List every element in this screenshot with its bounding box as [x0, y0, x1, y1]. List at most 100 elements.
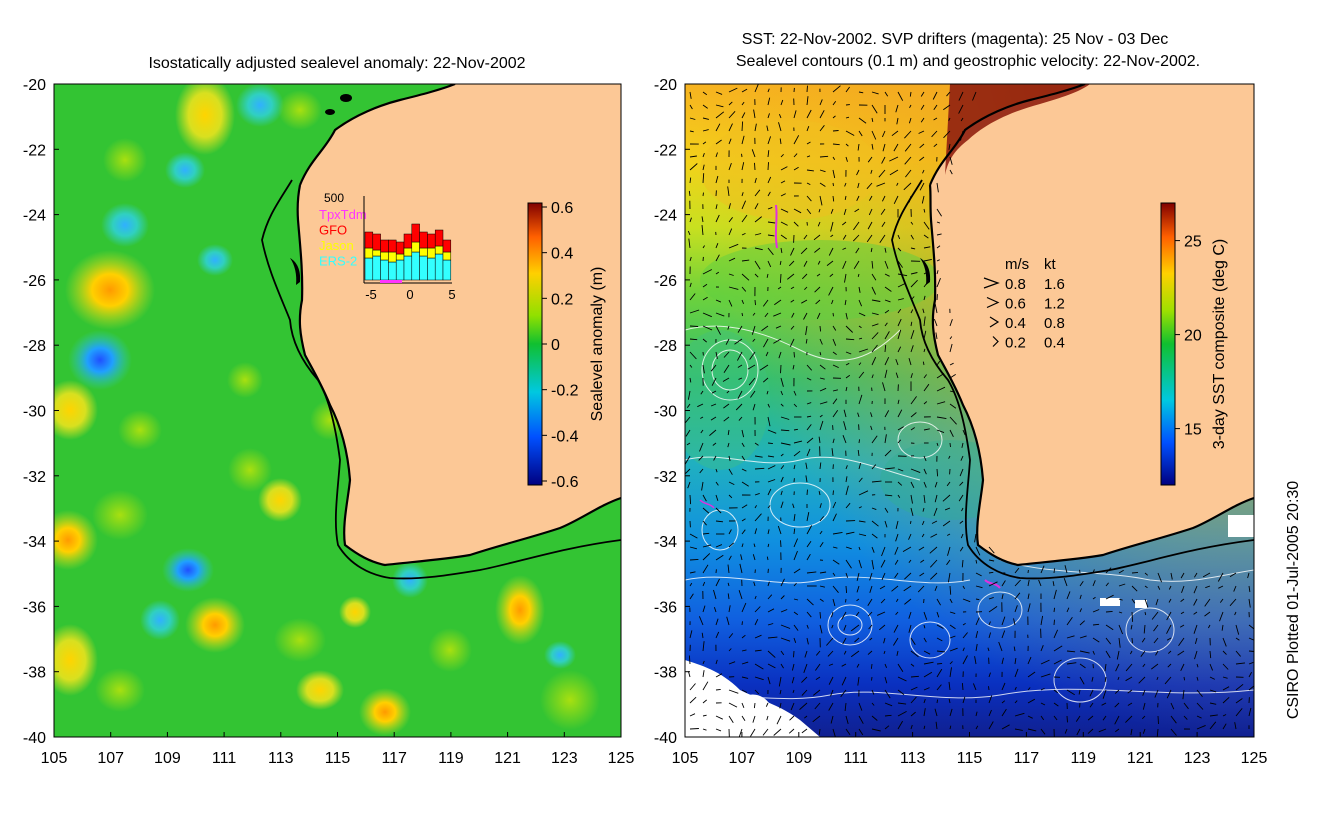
- right-lat-tick-label: -40: [654, 730, 677, 747]
- velocity-vector: [846, 586, 847, 593]
- left-lat-tick-label: -32: [23, 469, 46, 486]
- velocity-vector: [807, 86, 808, 92]
- inset-bar-segment: [443, 260, 451, 280]
- velocity-vector: [755, 300, 756, 305]
- inset-x-tick-label: 5: [448, 287, 455, 302]
- right-lon-tick-label: 115: [957, 750, 983, 767]
- velocity-vector: [703, 193, 704, 196]
- left-lat-tick-label: -30: [23, 404, 46, 421]
- right-lon-tick-label: 119: [1071, 750, 1097, 767]
- left-lon-tick-label: 117: [381, 750, 407, 767]
- right-lat-tick-label: -26: [654, 273, 677, 290]
- velocity-vector: [742, 154, 743, 157]
- right-title-line1: SST: 22-Nov-2002. SVP drifters (magenta)…: [742, 31, 1169, 48]
- inset-legend-entry: ERS-2: [319, 254, 357, 269]
- velocity-vector: [754, 703, 755, 708]
- velocity-vector: [820, 326, 821, 331]
- inset-bar-segment: [381, 260, 389, 280]
- velocity-vector: [716, 689, 721, 690]
- left-lon-tick-label: 109: [154, 750, 181, 767]
- inset-bar-segment: [435, 230, 443, 246]
- inset-legend-entry: GFO: [319, 223, 347, 238]
- right-lon-tick-label: 111: [844, 750, 868, 767]
- velocity-vector: [859, 439, 860, 443]
- inset-bar-segment: [388, 262, 396, 280]
- velocity-vector: [742, 621, 743, 625]
- velocity-vector: [768, 443, 773, 444]
- velocity-legend-ms: 0.6: [1005, 296, 1026, 313]
- ssh-colorbar-label: Sealevel anomaly (m): [589, 267, 606, 422]
- velocity-legend-kt: 1.2: [1044, 296, 1065, 313]
- velocity-vector: [937, 700, 938, 703]
- inset-bar-segment: [381, 252, 389, 260]
- velocity-vector: [833, 313, 834, 316]
- inset-bar-segment: [412, 252, 420, 280]
- left-lon-tick-label: 107: [97, 750, 124, 767]
- colorbar-tick-label: -0.6: [551, 474, 579, 491]
- velocity-vector: [781, 365, 782, 373]
- velocity-vector: [768, 162, 769, 170]
- right-lat-tick-label: -38: [654, 665, 677, 682]
- velocity-vector: [794, 352, 795, 357]
- velocity-vector: [910, 521, 911, 524]
- left-lat-tick-label: -34: [23, 534, 46, 551]
- inset-bar-segment: [381, 240, 389, 252]
- inset-bar-segment: [404, 248, 412, 256]
- left-lat-tick-label: -40: [23, 730, 46, 747]
- sst-colorbar-label: 3-day SST composite (deg C): [1211, 239, 1228, 449]
- right-lat-tick-label: -28: [654, 338, 677, 355]
- sst-map-panel: SST: 22-Nov-2002. SVP drifters (magenta)…: [654, 31, 1268, 767]
- velocity-legend-kt-header: kt: [1044, 256, 1057, 273]
- sst-colorbar-gradient: [1161, 203, 1175, 485]
- velocity-legend-ms-header: m/s: [1005, 256, 1029, 273]
- colorbar-tick-label: 0: [551, 337, 560, 354]
- left-lat-tick-label: -36: [23, 599, 46, 616]
- velocity-vector: [950, 443, 951, 447]
- inset-x-tick-label: -5: [365, 287, 377, 302]
- inset-bar-segment: [412, 242, 420, 252]
- inset-bar-segment: [396, 254, 404, 260]
- velocity-vector: [937, 663, 942, 664]
- left-lon-tick-label: 121: [494, 750, 521, 767]
- velocity-vector: [794, 651, 795, 657]
- velocity-vector: [1184, 677, 1185, 680]
- right-lon-tick-label: 109: [785, 750, 812, 767]
- right-lat-tick-label: -30: [654, 404, 677, 421]
- velocity-vector: [833, 131, 839, 132]
- right-lon-tick-label: 105: [672, 750, 699, 767]
- inset-bar-segment: [373, 256, 381, 280]
- velocity-vector: [807, 490, 808, 495]
- inset-bar-segment: [365, 248, 373, 258]
- left-lon-tick-label: 123: [551, 750, 578, 767]
- left-lon-tick-label: 111: [212, 750, 236, 767]
- left-lat-tick-label: -20: [23, 77, 46, 94]
- left-lat-tick-label: -22: [23, 142, 46, 159]
- velocity-vector: [690, 559, 698, 560]
- velocity-legend-ms: 0.4: [1005, 315, 1026, 332]
- left-lat-tick-label: -24: [23, 208, 46, 225]
- velocity-vector: [1067, 716, 1068, 722]
- velocity-vector: [1054, 608, 1055, 612]
- plot-credit: CSIRO Plotted 01-Jul-2005 20:30: [1285, 481, 1302, 719]
- velocity-vector: [1132, 612, 1133, 622]
- velocity-vector: [1158, 716, 1159, 724]
- inset-bar-segment: [404, 256, 412, 280]
- inset-bar-segment: [412, 224, 420, 242]
- left-lat-tick-label: -28: [23, 338, 46, 355]
- velocity-vector: [742, 122, 743, 132]
- right-lon-tick-label: 125: [1241, 750, 1268, 767]
- colorbar-tick-label: 0.4: [551, 246, 573, 263]
- colorbar-tick-label: 15: [1184, 422, 1202, 439]
- left-title: Isostatically adjusted sealevel anomaly:…: [148, 55, 525, 72]
- velocity-vector: [989, 686, 990, 690]
- inset-bar-segment: [443, 252, 451, 260]
- velocity-vector: [742, 313, 743, 316]
- inset-bar-segment: [396, 242, 404, 254]
- right-lon-tick-label: 123: [1184, 750, 1211, 767]
- velocity-vector: [833, 490, 834, 495]
- velocity-vector: [833, 183, 834, 186]
- velocity-legend-ms: 0.8: [1005, 276, 1026, 293]
- right-lat-tick-label: -22: [654, 142, 677, 159]
- velocity-vector: [871, 664, 872, 669]
